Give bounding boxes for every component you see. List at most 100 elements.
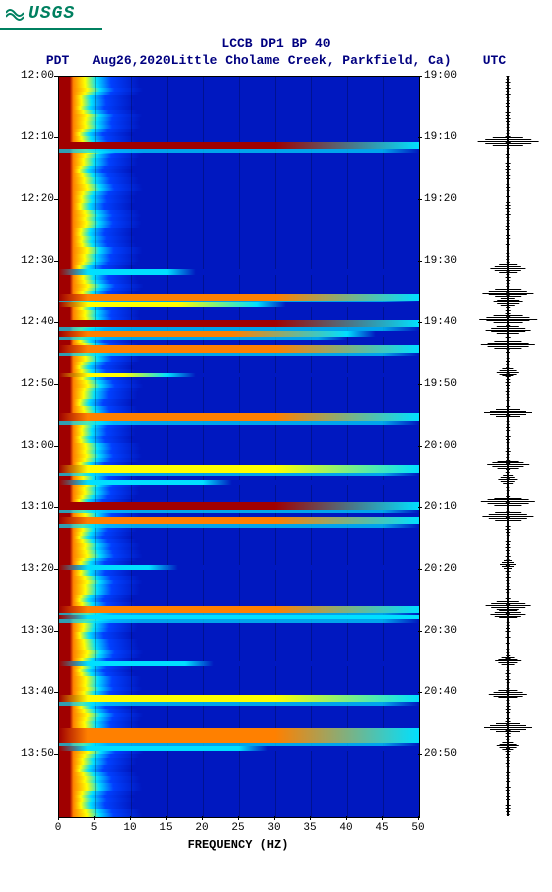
seismogram-noise bbox=[506, 169, 511, 170]
seismogram-noise bbox=[507, 418, 509, 419]
seismogram-noise bbox=[506, 748, 510, 749]
seismogram-noise bbox=[506, 526, 511, 527]
seismogram-noise bbox=[506, 196, 510, 197]
seismogram-noise bbox=[506, 733, 511, 734]
seismogram-noise bbox=[506, 325, 510, 326]
seismogram-event bbox=[486, 317, 529, 318]
seismogram-noise bbox=[506, 394, 509, 395]
spectrogram-event-echo bbox=[59, 337, 419, 341]
seismogram-event bbox=[494, 692, 523, 693]
seismogram-noise bbox=[506, 601, 511, 602]
seismogram-noise bbox=[507, 553, 510, 554]
y-tick-left: 13:30 bbox=[12, 625, 54, 637]
y-tick-right: 19:40 bbox=[424, 316, 466, 328]
seismogram-noise bbox=[506, 679, 511, 680]
y-tick-mark bbox=[54, 754, 58, 755]
x-tick-mark bbox=[274, 816, 275, 820]
seismogram-noise bbox=[506, 547, 511, 548]
seismogram-noise bbox=[506, 331, 509, 332]
gridline-vertical bbox=[275, 77, 276, 817]
seismogram-noise bbox=[506, 556, 511, 557]
seismogram-noise bbox=[507, 454, 510, 455]
seismogram-noise bbox=[506, 307, 510, 308]
seismogram-noise bbox=[507, 220, 510, 221]
y-tick-mark bbox=[418, 446, 422, 447]
seismogram-noise bbox=[506, 664, 510, 665]
usgs-logo: USGS bbox=[0, 0, 102, 30]
y-tick-left: 13:50 bbox=[12, 748, 54, 760]
x-tick-label: 50 bbox=[408, 822, 428, 834]
y-tick-left: 12:30 bbox=[12, 255, 54, 267]
seismogram-noise bbox=[506, 571, 511, 572]
chart-area: FREQUENCY (HZ) 12:0012:1012:2012:3012:40… bbox=[6, 76, 546, 866]
spectrogram-event bbox=[59, 746, 419, 750]
seismogram-noise bbox=[506, 79, 509, 80]
seismogram-noise bbox=[507, 568, 510, 569]
seismogram-noise bbox=[507, 493, 509, 494]
gridline-vertical bbox=[239, 77, 240, 817]
y-tick-mark bbox=[54, 446, 58, 447]
seismogram-noise bbox=[507, 433, 509, 434]
seismogram-noise bbox=[506, 91, 509, 92]
seismogram-noise bbox=[507, 397, 510, 398]
seismogram-noise bbox=[506, 238, 510, 239]
seismogram-noise bbox=[506, 592, 509, 593]
seismogram-noise bbox=[506, 598, 511, 599]
seismogram-noise bbox=[507, 403, 509, 404]
seismogram-noise bbox=[506, 757, 510, 758]
seismogram-noise bbox=[506, 172, 509, 173]
y-tick-mark bbox=[418, 754, 422, 755]
seismogram-noise bbox=[507, 241, 509, 242]
spectrogram-event-echo bbox=[59, 473, 419, 477]
seismogram-noise bbox=[506, 637, 511, 638]
x-tick-mark bbox=[238, 816, 239, 820]
seismogram-noise bbox=[507, 640, 509, 641]
seismogram-noise bbox=[507, 802, 509, 803]
y-tick-right: 20:40 bbox=[424, 686, 466, 698]
seismogram-noise bbox=[507, 181, 509, 182]
seismogram-noise bbox=[507, 784, 509, 785]
seismogram-noise bbox=[507, 265, 509, 266]
spectrogram-event-echo bbox=[59, 510, 419, 514]
seismogram-noise bbox=[507, 760, 510, 761]
seismogram-noise bbox=[507, 778, 510, 779]
seismogram-noise bbox=[506, 649, 509, 650]
seismogram-noise bbox=[507, 742, 510, 743]
seismogram-event bbox=[486, 605, 531, 606]
seismogram-noise bbox=[507, 682, 510, 683]
seismogram-noise bbox=[506, 580, 509, 581]
seismogram-noise bbox=[507, 262, 510, 263]
seismogram-noise bbox=[506, 310, 511, 311]
seismogram-noise bbox=[506, 514, 509, 515]
seismogram-noise bbox=[507, 256, 510, 257]
seismogram-noise bbox=[507, 793, 510, 794]
y-tick-right: 20:30 bbox=[424, 625, 466, 637]
gridline-vertical bbox=[203, 77, 204, 817]
seismogram-noise bbox=[506, 739, 509, 740]
seismogram-noise bbox=[507, 445, 509, 446]
seismogram-noise bbox=[506, 436, 511, 437]
seismogram-noise bbox=[507, 370, 509, 371]
y-tick-left: 12:50 bbox=[12, 378, 54, 390]
x-axis-title: FREQUENCY (HZ) bbox=[58, 838, 418, 852]
spectrogram-event bbox=[59, 695, 419, 702]
seismogram-noise bbox=[506, 496, 510, 497]
x-tick-mark bbox=[94, 816, 95, 820]
spectrogram-event bbox=[59, 142, 419, 149]
seismogram-noise bbox=[506, 691, 509, 692]
seismogram-noise bbox=[506, 502, 510, 503]
seismogram-noise bbox=[506, 457, 509, 458]
seismogram-noise bbox=[507, 295, 510, 296]
y-tick-right: 19:20 bbox=[424, 193, 466, 205]
seismogram-noise bbox=[506, 754, 510, 755]
seismogram-noise bbox=[507, 283, 510, 284]
seismogram-noise bbox=[506, 466, 511, 467]
seismogram-noise bbox=[507, 619, 509, 620]
seismogram-noise bbox=[506, 292, 509, 293]
seismogram-noise bbox=[506, 544, 510, 545]
seismogram-noise bbox=[507, 703, 510, 704]
seismogram-event bbox=[496, 731, 520, 732]
spectrogram-event bbox=[59, 661, 419, 665]
seismogram-noise bbox=[506, 298, 510, 299]
seismogram-noise bbox=[507, 424, 510, 425]
